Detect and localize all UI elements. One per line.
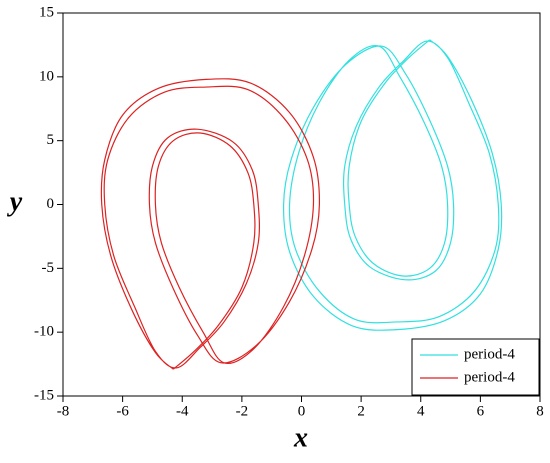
y-tick-label: 0 bbox=[47, 196, 55, 212]
x-tick-label: 8 bbox=[536, 403, 544, 419]
x-tick-label: 6 bbox=[477, 403, 485, 419]
x-tick-label: 0 bbox=[298, 403, 306, 419]
x-tick-label: -2 bbox=[236, 403, 249, 419]
y-tick-label: -10 bbox=[34, 324, 54, 340]
legend-label: period-4 bbox=[464, 346, 515, 362]
x-tick-label: 4 bbox=[417, 403, 425, 419]
legend-box bbox=[411, 338, 540, 396]
x-tick-label: 2 bbox=[357, 403, 365, 419]
legend-label: period-4 bbox=[464, 369, 515, 385]
orbit-line bbox=[100, 78, 321, 370]
y-tick-label: 10 bbox=[39, 68, 54, 84]
orbit-line bbox=[282, 39, 503, 331]
y-tick-label: 5 bbox=[47, 132, 55, 148]
y-tick-label: 15 bbox=[39, 4, 54, 20]
x-tick-label: -6 bbox=[116, 403, 129, 419]
x-axis-label: x bbox=[293, 422, 308, 453]
y-tick-label: -5 bbox=[42, 260, 55, 276]
x-tick-label: -4 bbox=[176, 403, 189, 419]
x-tick-label: -8 bbox=[57, 403, 70, 419]
y-tick-label: -15 bbox=[34, 387, 54, 403]
y-axis-label: y bbox=[7, 186, 23, 217]
